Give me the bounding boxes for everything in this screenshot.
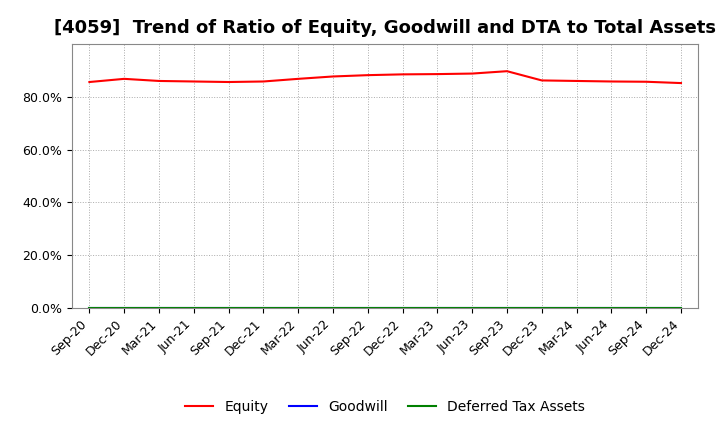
Deferred Tax Assets [433,305,442,311]
Legend: Equity, Goodwill, Deferred Tax Assets: Equity, Goodwill, Deferred Tax Assets [180,394,590,419]
Goodwill [677,305,685,311]
Goodwill [503,305,511,311]
Equity [468,71,477,76]
Equity [259,79,268,84]
Equity [364,73,372,78]
Equity [155,78,163,84]
Equity [537,78,546,83]
Deferred Tax Assets [259,305,268,311]
Deferred Tax Assets [364,305,372,311]
Deferred Tax Assets [328,305,337,311]
Goodwill [642,305,651,311]
Goodwill [259,305,268,311]
Equity [189,79,198,84]
Equity [328,74,337,79]
Equity [225,79,233,84]
Deferred Tax Assets [294,305,302,311]
Deferred Tax Assets [537,305,546,311]
Goodwill [120,305,129,311]
Goodwill [398,305,407,311]
Goodwill [294,305,302,311]
Equity [572,78,581,84]
Deferred Tax Assets [468,305,477,311]
Deferred Tax Assets [225,305,233,311]
Deferred Tax Assets [503,305,511,311]
Deferred Tax Assets [85,305,94,311]
Deferred Tax Assets [642,305,651,311]
Equity [607,79,616,84]
Goodwill [433,305,442,311]
Goodwill [537,305,546,311]
Goodwill [364,305,372,311]
Deferred Tax Assets [398,305,407,311]
Equity [677,81,685,86]
Deferred Tax Assets [572,305,581,311]
Goodwill [468,305,477,311]
Deferred Tax Assets [155,305,163,311]
Line: Equity: Equity [89,71,681,83]
Deferred Tax Assets [189,305,198,311]
Goodwill [607,305,616,311]
Equity [120,76,129,81]
Equity [503,69,511,74]
Title: [4059]  Trend of Ratio of Equity, Goodwill and DTA to Total Assets: [4059] Trend of Ratio of Equity, Goodwil… [54,19,716,37]
Goodwill [189,305,198,311]
Equity [433,71,442,77]
Deferred Tax Assets [120,305,129,311]
Deferred Tax Assets [607,305,616,311]
Equity [294,76,302,81]
Equity [642,79,651,84]
Goodwill [85,305,94,311]
Goodwill [155,305,163,311]
Goodwill [328,305,337,311]
Goodwill [572,305,581,311]
Equity [398,72,407,77]
Goodwill [225,305,233,311]
Deferred Tax Assets [677,305,685,311]
Equity [85,79,94,84]
